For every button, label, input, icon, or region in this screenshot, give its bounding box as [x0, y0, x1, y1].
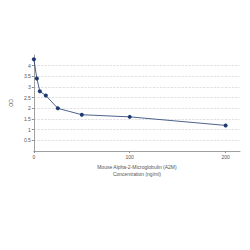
- svg-text:2.5: 2.5: [24, 95, 31, 101]
- svg-text:0.5: 0.5: [24, 137, 31, 143]
- svg-text:4: 4: [28, 63, 31, 69]
- svg-text:Concentration (ng/ml): Concentration (ng/ml): [113, 171, 161, 177]
- svg-text:2: 2: [28, 105, 31, 111]
- svg-text:3.5: 3.5: [24, 73, 31, 79]
- svg-text:0: 0: [32, 154, 35, 160]
- svg-text:Mouse Alpha-2-Microglobulin (A: Mouse Alpha-2-Microglobulin (A2M): [97, 164, 177, 170]
- svg-text:1.5: 1.5: [24, 116, 31, 122]
- svg-text:100: 100: [126, 154, 135, 160]
- svg-text:200: 200: [221, 154, 230, 160]
- svg-text:1: 1: [28, 127, 31, 133]
- svg-text:3: 3: [28, 84, 31, 90]
- svg-text:OD: OD: [8, 99, 14, 107]
